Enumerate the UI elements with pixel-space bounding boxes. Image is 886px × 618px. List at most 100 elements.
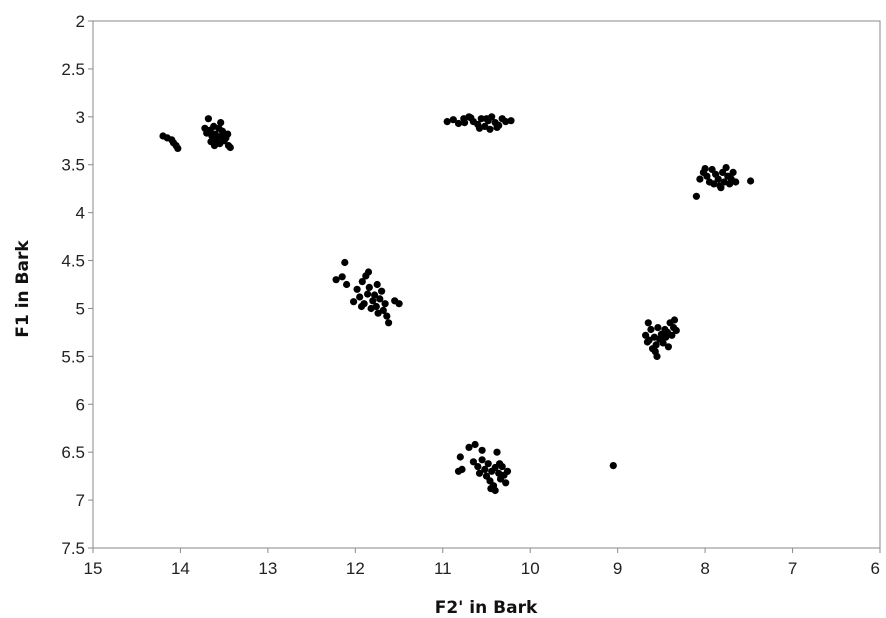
y-tick-label: 7 bbox=[76, 491, 85, 510]
y-tick-label: 7.5 bbox=[61, 539, 85, 558]
data-point bbox=[717, 184, 725, 192]
data-point bbox=[609, 462, 617, 470]
data-point bbox=[644, 319, 652, 327]
data-point bbox=[502, 479, 510, 487]
data-point bbox=[218, 127, 226, 135]
data-point bbox=[226, 143, 234, 152]
data-point bbox=[474, 463, 482, 471]
y-tick-label: 6.5 bbox=[61, 443, 85, 462]
data-point bbox=[341, 258, 349, 267]
data-point bbox=[493, 123, 501, 131]
x-tick-label: 15 bbox=[84, 559, 103, 578]
data-point bbox=[381, 300, 389, 308]
y-tick-label: 3.5 bbox=[61, 156, 85, 175]
data-point bbox=[224, 130, 232, 138]
y-tick-label: 4 bbox=[76, 204, 85, 223]
data-point bbox=[174, 144, 182, 152]
data-point bbox=[458, 465, 466, 473]
data-point bbox=[692, 192, 701, 200]
data-point bbox=[747, 177, 755, 185]
x-axis-ticks: 15 14 13 12 11 10 9 8 7 6 bbox=[84, 548, 881, 578]
data-point bbox=[668, 331, 676, 339]
x-tick-label: 6 bbox=[871, 559, 880, 578]
y-tick-label: 6 bbox=[76, 395, 85, 414]
data-point bbox=[371, 291, 379, 299]
data-point bbox=[652, 341, 660, 349]
data-point bbox=[461, 119, 469, 127]
data-point bbox=[211, 130, 219, 138]
data-point bbox=[507, 117, 515, 125]
x-tick-label: 7 bbox=[788, 559, 797, 578]
data-point bbox=[443, 118, 451, 126]
y-axis-ticks: 2 2.5 3 3.5 4 4.5 5 5.5 6 6.5 7 7.5 bbox=[61, 12, 93, 558]
data-point bbox=[502, 118, 510, 126]
data-point bbox=[651, 348, 659, 356]
data-point bbox=[503, 467, 512, 475]
data-point bbox=[672, 326, 680, 335]
data-point bbox=[357, 302, 366, 311]
data-point bbox=[353, 285, 361, 293]
data-point bbox=[477, 115, 485, 123]
data-point bbox=[449, 116, 457, 124]
data-point bbox=[372, 302, 380, 311]
data-point bbox=[469, 458, 477, 466]
x-tick-label: 14 bbox=[171, 559, 190, 578]
data-point bbox=[710, 180, 718, 188]
data-point bbox=[204, 115, 212, 123]
data-point bbox=[481, 465, 489, 473]
x-tick-label: 11 bbox=[434, 559, 452, 578]
data-point bbox=[454, 119, 463, 128]
data-point bbox=[482, 115, 491, 123]
data-point bbox=[364, 268, 373, 276]
data-point bbox=[395, 300, 403, 308]
x-axis-title: F2' in Bark bbox=[435, 598, 538, 618]
data-point bbox=[654, 324, 662, 332]
data-point bbox=[478, 456, 486, 464]
x-tick-label: 8 bbox=[700, 559, 709, 578]
data-point bbox=[486, 125, 494, 133]
data-point bbox=[365, 283, 373, 291]
data-point bbox=[722, 164, 730, 172]
data-point bbox=[356, 293, 364, 301]
data-point bbox=[659, 339, 667, 347]
data-point bbox=[350, 298, 358, 306]
data-point bbox=[217, 119, 225, 127]
data-point bbox=[696, 175, 704, 183]
data-point bbox=[714, 175, 722, 183]
data-point bbox=[484, 460, 492, 468]
data-point bbox=[701, 165, 709, 173]
data-point bbox=[378, 287, 386, 295]
data-point bbox=[647, 325, 655, 334]
data-point bbox=[670, 316, 679, 324]
data-point bbox=[358, 278, 366, 286]
data-point bbox=[343, 280, 351, 289]
x-tick-label: 13 bbox=[258, 559, 277, 578]
data-point bbox=[729, 168, 737, 176]
plot-area bbox=[92, 20, 881, 549]
y-axis-title: F1 in Bark bbox=[13, 240, 33, 338]
data-point bbox=[471, 440, 479, 449]
data-point bbox=[475, 469, 484, 477]
y-tick-label: 3 bbox=[76, 108, 85, 127]
y-tick-label: 5.5 bbox=[61, 347, 85, 366]
data-point bbox=[703, 172, 711, 180]
data-point bbox=[369, 297, 377, 305]
y-tick-label: 2 bbox=[76, 12, 85, 31]
data-point bbox=[364, 290, 372, 298]
data-point bbox=[383, 312, 391, 320]
x-tick-label: 10 bbox=[521, 559, 540, 578]
data-points bbox=[159, 113, 755, 495]
data-point bbox=[379, 306, 387, 314]
data-point bbox=[467, 114, 475, 122]
y-tick-label: 5 bbox=[76, 299, 85, 318]
y-tick-label: 4.5 bbox=[61, 252, 85, 271]
data-point bbox=[338, 273, 346, 281]
data-point bbox=[664, 343, 673, 351]
data-point bbox=[478, 446, 486, 454]
x-tick-label: 12 bbox=[346, 559, 365, 578]
data-point bbox=[732, 178, 740, 186]
data-point bbox=[487, 485, 495, 493]
y-tick-label: 2.5 bbox=[61, 60, 85, 79]
data-point bbox=[376, 295, 384, 303]
